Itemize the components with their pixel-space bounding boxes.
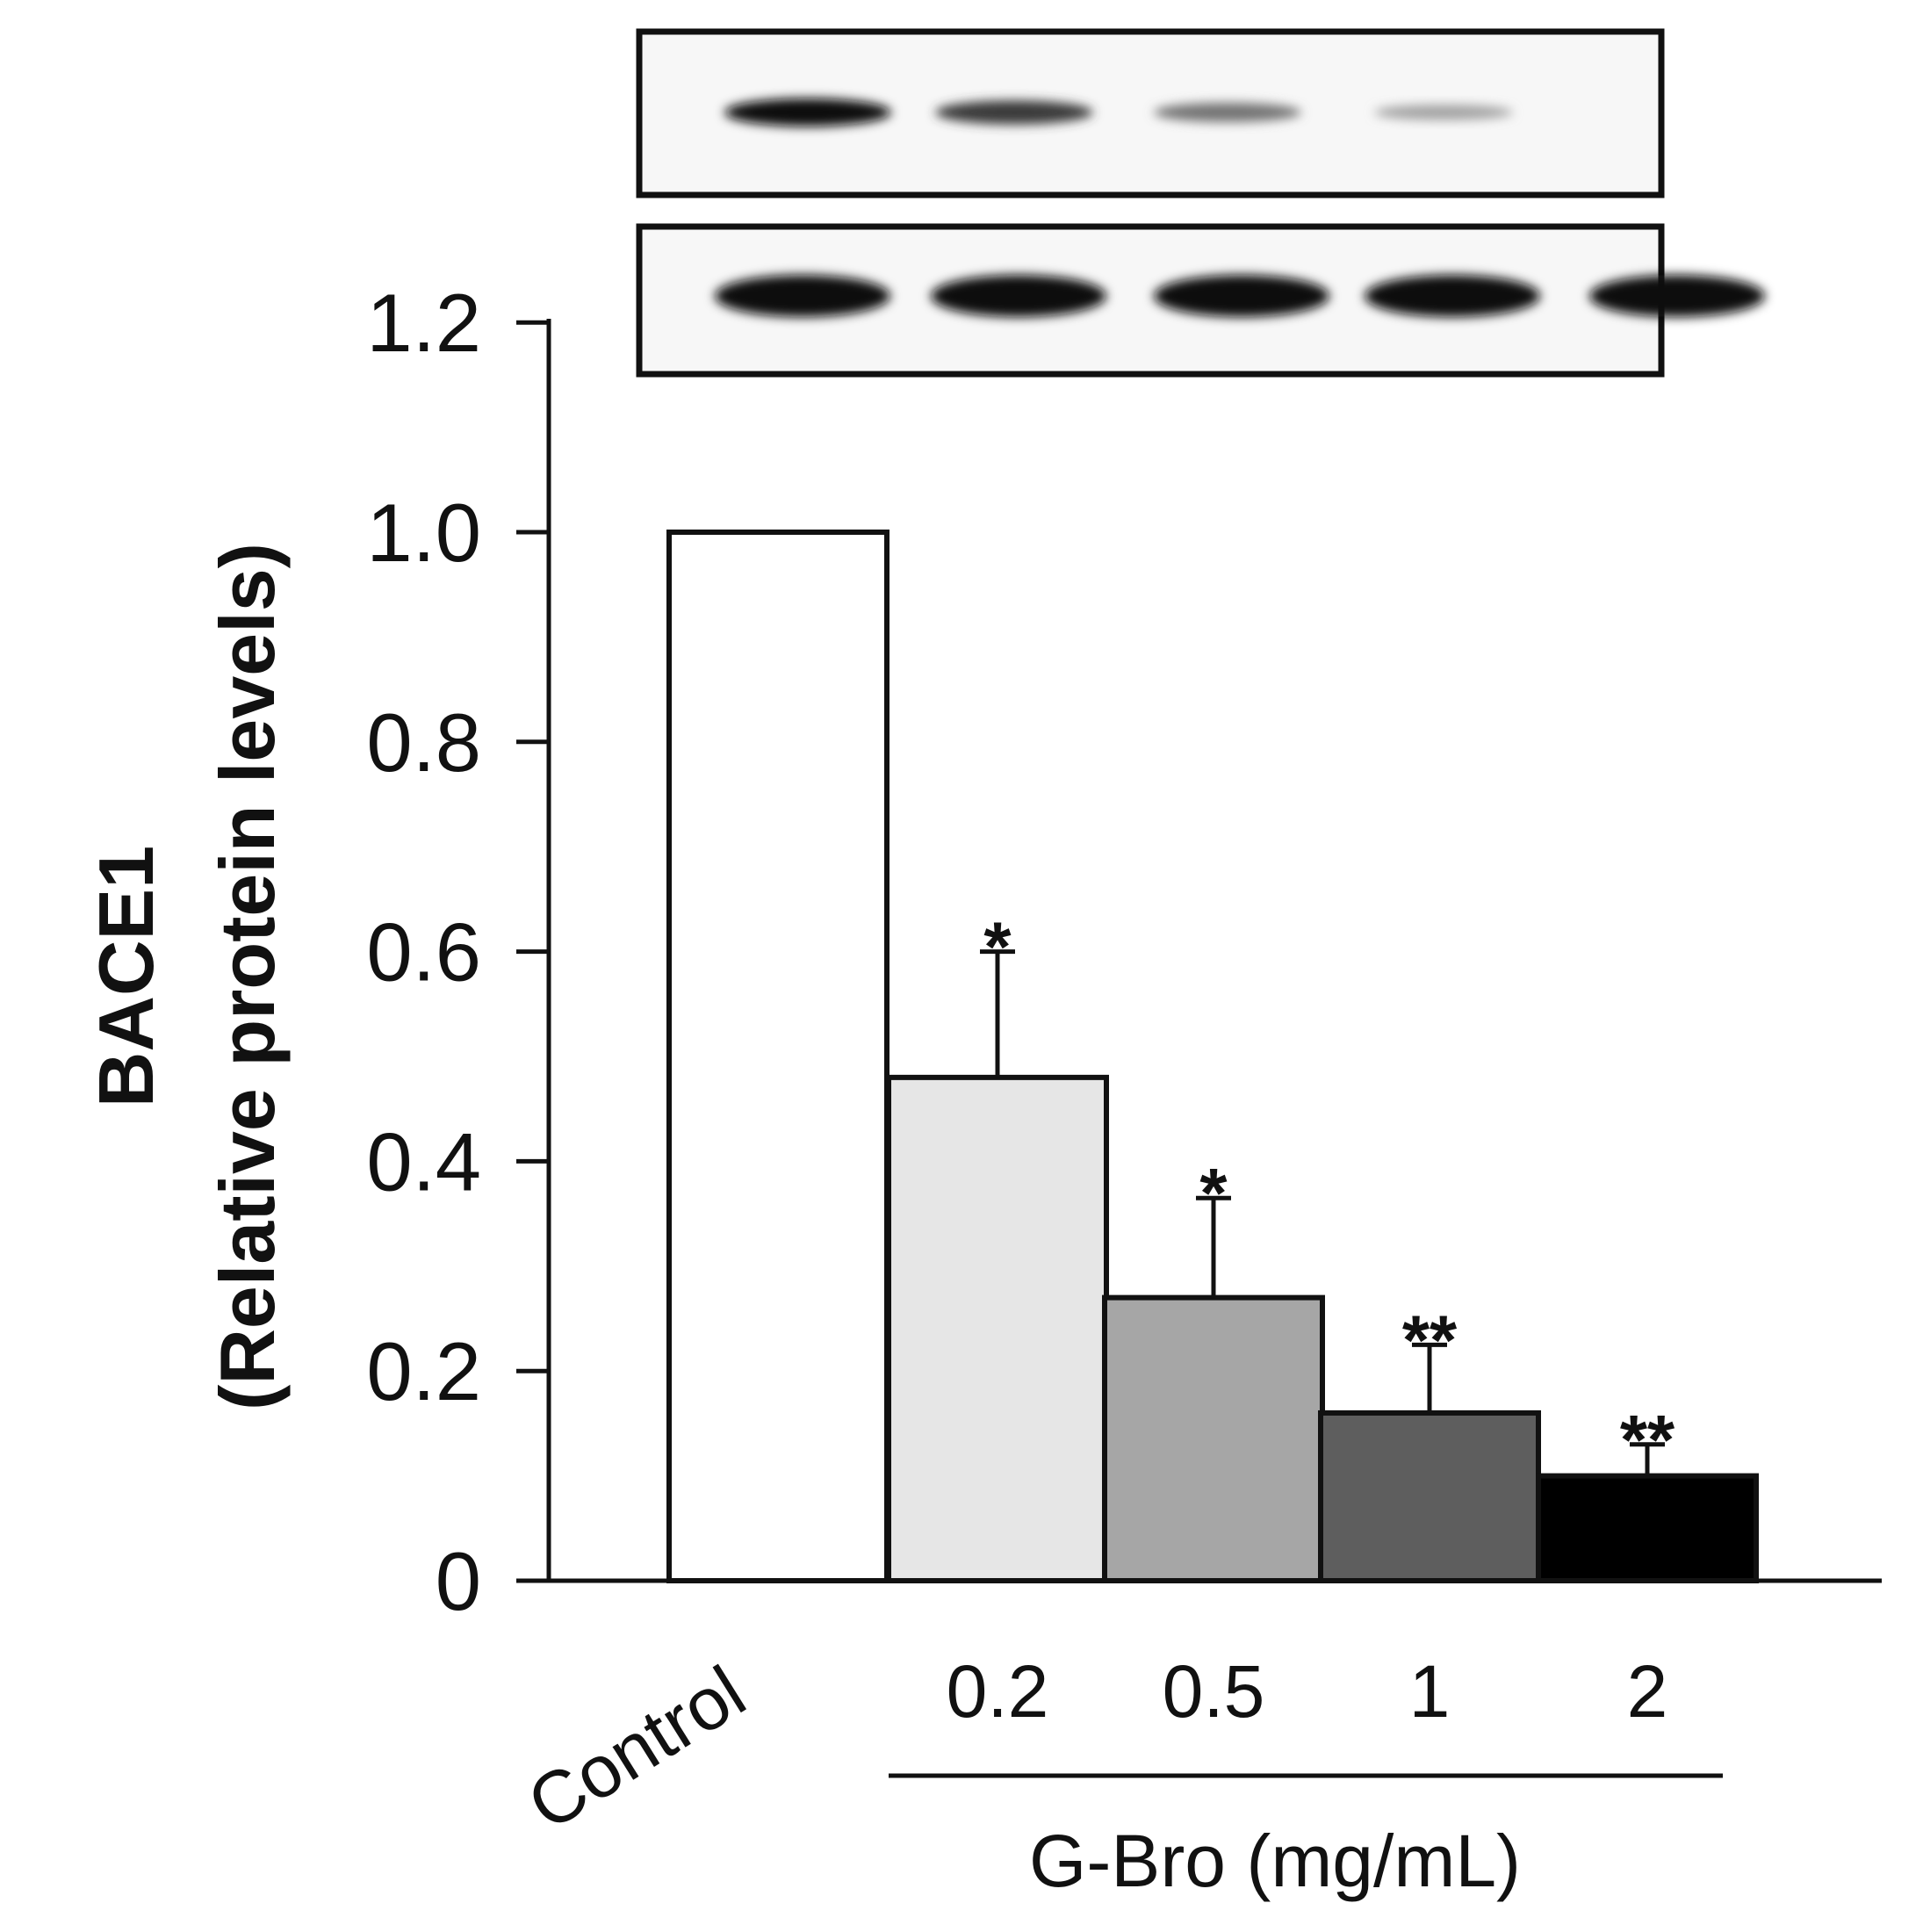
y-tick-label: 0.8: [366, 696, 481, 789]
blot-band: [931, 275, 1106, 317]
significance-marker: **: [1402, 1301, 1458, 1379]
y-axis-subtitle: (Relative protein levels): [204, 543, 291, 1410]
significance-marker: **: [1620, 1401, 1675, 1479]
x-axis-tick-labels: Control 0.2 0.5 1 2: [514, 1650, 1667, 1846]
bar: [666, 530, 889, 1583]
bar: [1102, 1294, 1325, 1583]
blot-band: [1589, 275, 1765, 317]
x-tick-label: 2: [1627, 1650, 1668, 1733]
y-tick-label: 1.0: [366, 487, 481, 579]
x-tick-label: Control: [514, 1650, 759, 1846]
y-axis-ticks: 0 0.2 0.4 0.6 0.8 1.0 1.2: [366, 277, 549, 1627]
y-tick-label: 0.6: [366, 906, 481, 998]
y-tick-label: 1.2: [366, 277, 481, 369]
y-tick-label: 0: [436, 1535, 481, 1627]
y-tick-label: 0.2: [366, 1325, 481, 1417]
y-tick-label: 0.4: [366, 1115, 481, 1208]
blot-band: [935, 100, 1093, 125]
error-bars: [980, 949, 1665, 1476]
western-blot: [636, 28, 1765, 378]
loading-bands: [715, 275, 1765, 317]
bar: [1318, 1409, 1541, 1583]
x-tick-label: 0.5: [1163, 1650, 1265, 1733]
target-bands: [724, 98, 1513, 126]
y-axis-title: BACE1: [83, 846, 169, 1107]
x-tick-label: 1: [1409, 1650, 1451, 1733]
group-label: G-Bro (mg/mL): [1029, 1820, 1521, 1902]
blot-band: [1365, 275, 1540, 317]
x-tick-label: 0.2: [947, 1650, 1049, 1733]
blot-band: [1154, 275, 1329, 317]
significance-markers: ******: [983, 908, 1675, 1479]
significance-marker: *: [1199, 1154, 1228, 1232]
significance-marker: *: [983, 908, 1012, 986]
blot-band: [715, 275, 890, 317]
bar: [886, 1074, 1109, 1583]
blot-band: [1374, 105, 1513, 120]
blot-band: [724, 98, 891, 126]
blot-band: [1154, 102, 1301, 123]
bars: [666, 530, 1759, 1583]
bar: [1536, 1473, 1759, 1583]
